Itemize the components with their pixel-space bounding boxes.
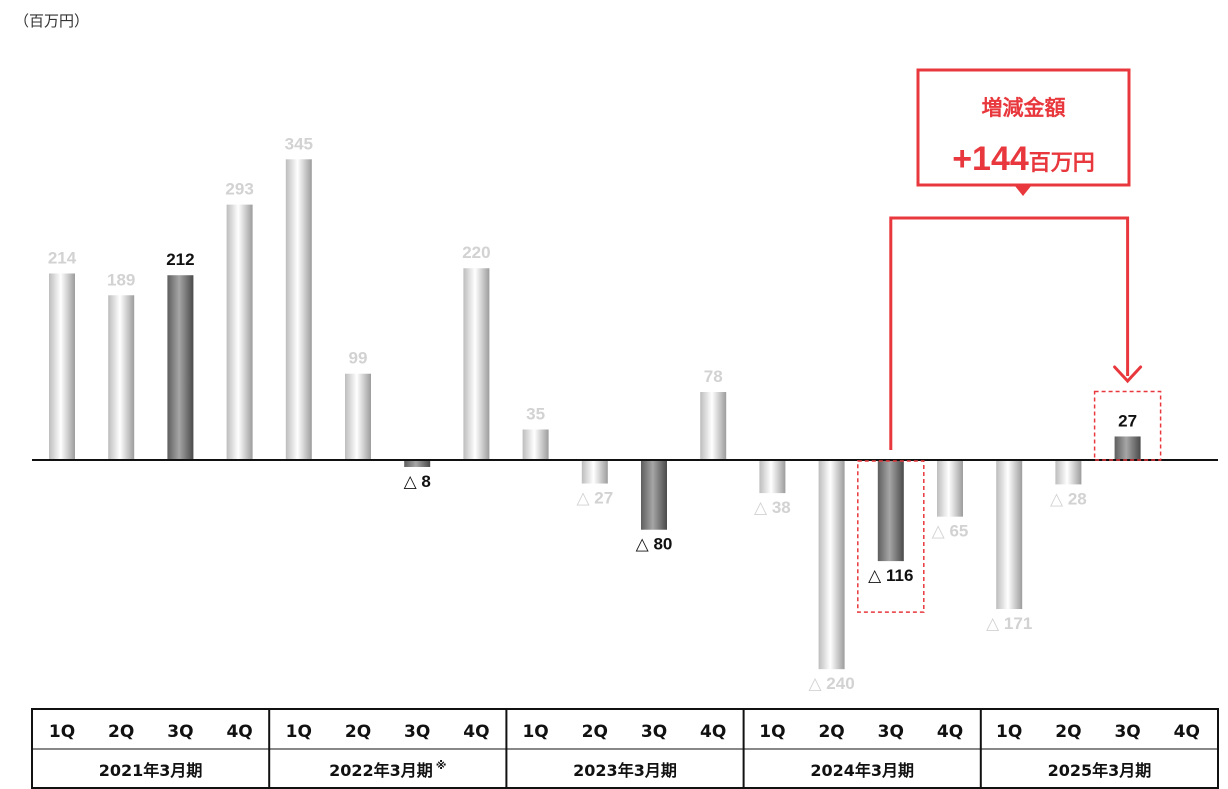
bar-6 [404,460,431,467]
year-label-2: 2023年3月期 [573,761,677,780]
bar-8 [522,429,549,460]
callout-box [916,68,1131,187]
bar-16 [996,460,1023,610]
bar-13 [818,460,845,670]
from-highlight-box [857,460,925,613]
bar-7 [463,268,490,460]
value-label-10: △ 80 [636,535,673,554]
bar-15 [937,460,963,517]
value-label-2: 212 [166,250,194,269]
quarter-label-2: 3Q [167,722,193,742]
quarter-label-9: 2Q [582,722,608,742]
quarter-label-18: 3Q [1114,722,1140,742]
year-label-3: 2024年3月期 [810,761,914,780]
bars-layer [49,159,1141,670]
bar-0 [49,273,75,460]
value-label-6: △ 8 [404,472,431,491]
quarter-label-16: 1Q [996,722,1022,742]
bar-4 [285,159,312,460]
value-label-12: △ 38 [754,498,791,517]
bar-12 [759,460,786,494]
value-label-17: △ 28 [1050,489,1087,508]
change-callout: 増減金額 +144百万円 [857,68,1162,613]
unit-label: （百万円） [14,12,90,30]
quarter-label-3: 4Q [226,722,252,742]
callout-title: 増減金額 [982,96,1066,120]
value-label-14: △ 116 [868,566,913,585]
value-label-5: 99 [349,349,368,368]
bar-11 [700,392,727,460]
callout-amount-line: +144百万円 [952,140,1095,178]
value-label-13: △ 240 [809,674,855,693]
bar-1 [108,295,135,460]
value-labels-layer: 214 189 212 293 345 99 △ 8 220 35 △ 27 △ 80 78 △ 38 △… [48,134,1137,693]
callout-amount: +144 [952,140,1029,178]
quarter-label-15: 4Q [937,722,963,742]
bar-9 [581,460,608,484]
value-label-1: 189 [107,270,135,289]
bar-10 [641,460,667,530]
quarter-label-7: 4Q [463,722,489,742]
quarter-label-14: 3Q [878,722,904,742]
bar-3 [226,204,253,460]
year-label-1: 2022年3月期 ※ [329,759,446,780]
value-label-0: 214 [48,248,77,267]
bar-5 [345,373,371,460]
quarter-label-4: 1Q [286,722,312,742]
value-label-15: △ 65 [932,522,969,541]
year-note-mark: ※ [436,759,447,772]
quarter-label-5: 2Q [345,722,371,742]
arrow-down-icon [1113,365,1143,384]
quarter-label-19: 4Q [1174,722,1200,742]
quarter-label-17: 2Q [1055,722,1081,742]
period-table: 2021年3月期 2022年3月期 ※ 2023年3月期 2024年3月期 2025年3月… [31,708,1219,789]
bar-17 [1055,460,1082,485]
quarter-label-13: 2Q [818,722,844,742]
value-label-18: 27 [1118,411,1137,430]
year-label-0: 2021年3月期 [99,761,203,780]
quarter-label-10: 3Q [641,722,667,742]
bar-2 [167,275,194,460]
quarter-label-0: 1Q [49,722,75,742]
quarter-label-8: 1Q [522,722,548,742]
to-highlight-box [1093,390,1162,461]
quarter-label-6: 3Q [404,722,430,742]
value-label-16: △ 171 [986,614,1032,633]
value-label-9: △ 27 [576,489,613,508]
bar-18 [1114,436,1141,460]
year-label-4: 2025年3月期 [1048,761,1152,780]
callout-unit: 百万円 [1029,151,1095,176]
value-label-3: 293 [225,180,253,199]
quarter-label-12: 1Q [759,722,785,742]
quarter-label-11: 4Q [700,722,726,742]
value-label-4: 345 [285,134,313,153]
change-connector [889,216,1130,450]
value-label-11: 78 [704,367,723,386]
bar-14 [877,460,904,562]
callout-pointer-icon [1015,186,1031,196]
value-label-8: 35 [526,404,545,423]
quarter-label-1: 2Q [108,722,134,742]
value-label-7: 220 [462,243,490,262]
